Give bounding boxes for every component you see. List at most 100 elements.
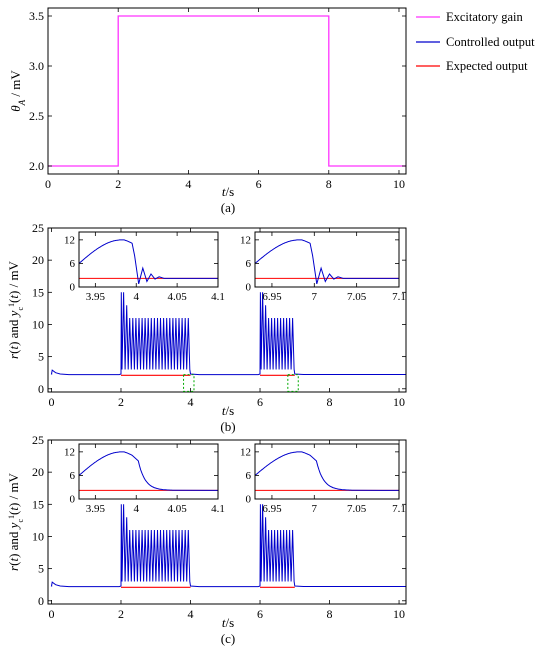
panel-b-ytick-label: 0	[38, 382, 44, 396]
panel-c-xtick-label: 8	[327, 607, 333, 621]
panel-c-caption: (c)	[221, 631, 235, 646]
panel-b-inset-2: 6.95 7 7.05 7.1 0 6 12	[240, 231, 406, 303]
panel-b-ytick-label: 25	[32, 221, 44, 235]
panel-a-xtick-label: 2	[115, 177, 121, 191]
panel-b-xtick-label: 0	[48, 395, 54, 409]
inset-ytick-label: 6	[70, 258, 76, 270]
panel-c-xtick-label: 4	[188, 607, 194, 621]
panel-b-inset-1: 3.95 4 4.05 4.1 0 6 12	[64, 231, 225, 303]
legend-label-controlled-output: Controlled output	[446, 35, 535, 49]
inset-xtick-label: 3.95	[86, 503, 106, 515]
panel-b-ytick-label: 5	[38, 350, 44, 364]
panel-c-ytick-label: 25	[32, 433, 44, 447]
panel-b-frame	[47, 227, 407, 393]
controlled-output-line	[50, 292, 406, 376]
panel-b-xlabel: t/s	[222, 403, 234, 418]
legend-label-expected-output: Expected output	[446, 59, 528, 73]
inset-xtick-label: 7.05	[347, 291, 367, 303]
panel-c-xtick-label: 2	[118, 607, 124, 621]
panel-c-ticks: 0 2 4 6 8 10 0 5 10 15 20 25	[32, 433, 406, 621]
panel-a-ytick-label: 2.0	[29, 159, 44, 173]
inset-ytick-label: 12	[240, 447, 251, 459]
panel-b-caption: (b)	[220, 419, 235, 434]
panel-c: 0 2 4 6 8 10 0 5 10 15 20 25 3.95 4 4.05 4.1 0 6 12 6.95 7…	[6, 433, 407, 646]
panel-a-ylabel: θA / mV	[8, 70, 27, 112]
panel-a-xtick-label: 6	[256, 177, 262, 191]
panel-b-xtick-label: 2	[118, 395, 124, 409]
panel-b-xtick-label: 6	[257, 395, 263, 409]
inset-xtick-label: 3.95	[86, 291, 106, 303]
panel-c-xtick-label: 6	[257, 607, 263, 621]
panel-a-xtick-label: 0	[45, 177, 51, 191]
panel-a-ytick-label: 3.5	[29, 9, 44, 23]
panel-b-xtick-label: 10	[393, 395, 405, 409]
panel-b-ticks: 0 2 4 6 8 10 0 5 10 15 20 25	[32, 221, 406, 409]
panel-a-caption: (a)	[221, 200, 235, 215]
panel-c-xtick-label: 10	[393, 607, 405, 621]
panel-c-frame	[47, 439, 407, 605]
inset-ytick-label: 12	[240, 235, 251, 247]
panel-b-ytick-label: 10	[32, 317, 44, 331]
panel-b-ylabel: r(t) and yc1(t) / mV	[6, 260, 25, 359]
inset-controlled-output-line	[254, 239, 399, 285]
panel-b-xtick-label: 8	[327, 395, 333, 409]
inset-frame	[78, 443, 219, 500]
legend-label-excitatory-gain: Excitatory gain	[446, 10, 523, 24]
inset-ytick-label: 6	[70, 470, 76, 482]
inset-xtick-label: 7.1	[392, 291, 406, 303]
inset-controlled-output-line	[254, 451, 400, 491]
inset-xtick-label: 7	[312, 503, 318, 515]
inset-ytick-label: 0	[246, 282, 252, 294]
panel-c-inset-2: 6.95 7 7.05 7.1 0 6 12	[240, 443, 406, 515]
inset-frame	[78, 231, 219, 288]
panel-a-xtick-label: 8	[326, 177, 332, 191]
zoom-region-box	[287, 374, 299, 392]
inset-ytick-label: 12	[64, 235, 75, 247]
panel-a-xlabel: t/s	[222, 184, 234, 199]
panel-c-ytick-label: 15	[32, 497, 44, 511]
inset-ytick-label: 0	[70, 282, 76, 294]
panel-b-ytick-label: 15	[32, 285, 44, 299]
inset-controlled-output-line	[78, 239, 218, 285]
inset-ytick-label: 0	[246, 494, 252, 506]
inset-ytick-label: 6	[246, 470, 252, 482]
panel-b-zoom-boxes	[183, 374, 299, 392]
panel-b: 0 2 4 6 8 10 0 5 10 15 20 25 3.95 4 4.05 4.1 0 6 12 6.95 7…	[6, 221, 407, 434]
panel-a-frame	[47, 7, 407, 175]
panel-c-xlabel: t/s	[222, 615, 234, 630]
inset-xtick-label: 4.05	[167, 503, 187, 515]
inset-ytick-label: 0	[70, 494, 76, 506]
panel-c-xtick-label: 0	[48, 607, 54, 621]
inset-xtick-label: 4	[133, 291, 139, 303]
inset-xtick-label: 7.1	[392, 503, 406, 515]
panel-c-ylabel: r(t) and yc1(t) / mV	[6, 472, 25, 571]
inset-xtick-label: 7	[312, 291, 318, 303]
panel-b-series	[50, 292, 406, 376]
panel-a-ytick-label: 2.5	[29, 109, 44, 123]
inset-ytick-label: 6	[246, 258, 252, 270]
inset-ytick-label: 12	[64, 447, 75, 459]
inset-xtick-label: 4.05	[167, 291, 187, 303]
panel-c-ytick-label: 20	[32, 465, 44, 479]
panel-a-ticks: 0 2 4 6 8 10 2.0 2.5 3.0 3.5	[29, 8, 406, 191]
panel-c-inset-1: 3.95 4 4.05 4.1 0 6 12	[64, 443, 225, 515]
inset-xtick-label: 6.95	[262, 503, 282, 515]
panel-a-xtick-label: 10	[393, 177, 405, 191]
panel-a-ytick-label: 3.0	[29, 59, 44, 73]
inset-xtick-label: 4	[133, 503, 139, 515]
zoom-region-box	[183, 374, 195, 392]
panel-c-ytick-label: 10	[32, 529, 44, 543]
panel-b-xtick-label: 4	[188, 395, 194, 409]
inset-xtick-label: 6.95	[262, 291, 282, 303]
inset-xtick-label: 7.05	[347, 503, 367, 515]
inset-xtick-label: 4.1	[211, 503, 225, 515]
panel-a-series	[48, 15, 406, 167]
panel-a-xtick-label: 4	[185, 177, 191, 191]
panel-c-series	[50, 504, 406, 588]
panel-c-ytick-label: 0	[38, 594, 44, 608]
inset-frame	[254, 443, 400, 500]
inset-xtick-label: 4.1	[211, 291, 225, 303]
panel-a: 0 2 4 6 8 10 2.0 2.5 3.0 3.5 θA / mV t/s (a) Exci…	[8, 7, 535, 215]
excitatory-gain-line	[48, 15, 406, 167]
